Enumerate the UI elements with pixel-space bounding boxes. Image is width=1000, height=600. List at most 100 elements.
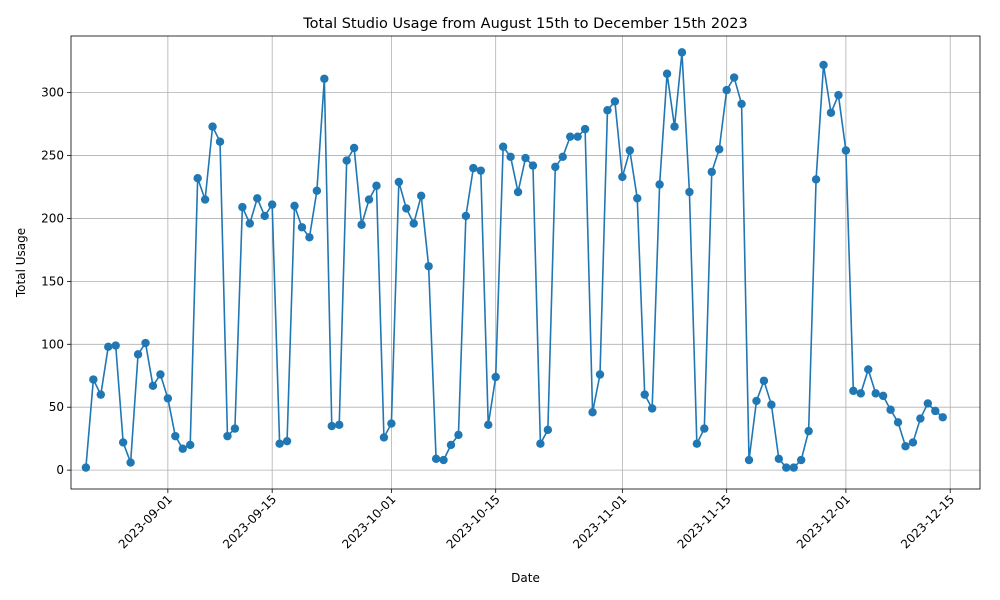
- data-point: [573, 132, 582, 141]
- y-tick-label: 250: [41, 149, 64, 163]
- data-point: [558, 152, 567, 161]
- data-point: [498, 142, 508, 151]
- data-point: [141, 338, 150, 348]
- data-point: [335, 420, 344, 430]
- data-point: [886, 405, 895, 414]
- data-point: [178, 444, 187, 453]
- data-point: [878, 391, 888, 401]
- data-point: [454, 430, 463, 440]
- data-point: [96, 390, 106, 399]
- data-point: [729, 73, 739, 82]
- y-tick-label: 0: [56, 463, 64, 477]
- data-point: [811, 175, 821, 184]
- data-point: [700, 424, 709, 433]
- data-point: [133, 350, 143, 359]
- data-point: [379, 433, 389, 442]
- data-point: [528, 161, 538, 170]
- data-point: [782, 463, 791, 472]
- data-point: [223, 431, 232, 441]
- data-point: [893, 418, 903, 427]
- data-point: [662, 69, 672, 78]
- data-point: [610, 97, 620, 106]
- y-tick-label: 200: [41, 211, 64, 225]
- data-point: [901, 442, 910, 451]
- data-point: [603, 106, 612, 115]
- data-point: [580, 124, 590, 134]
- data-point: [655, 180, 664, 189]
- data-point: [193, 173, 202, 183]
- data-point: [923, 399, 933, 408]
- data-point: [312, 186, 322, 195]
- data-point: [290, 201, 299, 211]
- data-point: [551, 162, 560, 172]
- data-point: [931, 406, 940, 416]
- data-point: [871, 389, 880, 398]
- data-point: [357, 220, 366, 229]
- data-point: [342, 156, 351, 165]
- data-point: [476, 166, 485, 175]
- data-point: [484, 420, 493, 430]
- data-point: [916, 414, 925, 423]
- data-point: [245, 219, 255, 228]
- data-point: [521, 153, 530, 163]
- data-point: [282, 436, 292, 446]
- data-point: [461, 211, 471, 221]
- data-point: [633, 194, 642, 203]
- data-point: [104, 342, 113, 352]
- data-point: [759, 376, 769, 385]
- data-point: [908, 438, 918, 447]
- chart-title: Total Studio Usage from August 15th to D…: [302, 16, 748, 32]
- data-point: [327, 421, 336, 431]
- data-point: [439, 455, 448, 465]
- y-tick-label: 100: [41, 337, 64, 351]
- data-point: [200, 195, 210, 204]
- data-point: [618, 172, 627, 182]
- data-point: [402, 204, 411, 213]
- data-point: [215, 137, 225, 146]
- data-point: [297, 223, 307, 232]
- data-point: [409, 219, 418, 228]
- data-point: [111, 341, 120, 350]
- data-point: [744, 455, 754, 465]
- y-axis-label: Total Usage: [14, 228, 28, 298]
- data-point: [849, 386, 858, 396]
- data-point: [320, 74, 329, 83]
- data-point: [640, 390, 649, 399]
- data-point: [156, 370, 165, 379]
- y-tick-label: 300: [41, 86, 64, 100]
- data-point: [856, 389, 865, 398]
- data-point: [722, 85, 731, 95]
- plot-frame: [70, 35, 981, 490]
- data-point: [625, 146, 635, 155]
- data-point: [260, 211, 269, 221]
- data-point: [89, 375, 98, 384]
- data-point: [387, 419, 396, 428]
- data-point: [834, 90, 843, 100]
- x-axis-label: Date: [511, 571, 540, 585]
- data-point: [774, 454, 784, 463]
- data-point: [126, 458, 135, 467]
- data-point: [692, 439, 702, 448]
- data-point: [416, 191, 426, 201]
- data-point: [670, 122, 679, 131]
- data-point: [566, 132, 575, 141]
- data-point: [372, 181, 381, 190]
- data-point: [685, 187, 694, 197]
- data-point: [595, 370, 605, 379]
- data-point: [186, 440, 195, 450]
- data-point: [767, 400, 776, 409]
- data-point: [715, 145, 724, 154]
- data-point: [938, 413, 947, 422]
- data-point: [491, 372, 500, 382]
- data-point: [677, 48, 687, 57]
- data-point: [804, 426, 813, 436]
- data-point: [148, 381, 158, 391]
- data-point: [238, 202, 247, 212]
- data-point: [513, 187, 523, 197]
- data-point: [819, 60, 828, 70]
- data-point: [543, 425, 553, 435]
- y-tick-label: 50: [49, 400, 64, 414]
- data-point: [588, 408, 597, 417]
